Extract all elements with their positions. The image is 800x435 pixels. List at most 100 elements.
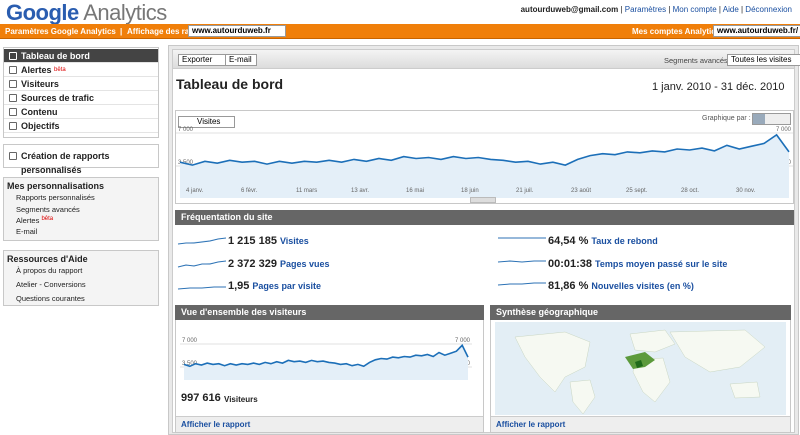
collapse-handle[interactable]	[470, 197, 496, 203]
nav-label: Contenu	[21, 107, 58, 117]
nav-item[interactable]: Alertes bêta	[4, 63, 158, 77]
stat[interactable]: 1,95 Pages par visite	[228, 280, 321, 292]
x-tick-label: 30 nov.	[736, 188, 756, 194]
link-text: Afficher le rapport	[496, 420, 566, 429]
nav-label: Sources de trafic	[21, 93, 95, 103]
sparkline	[497, 260, 546, 263]
menu-link[interactable]: À propos du rapport	[16, 266, 83, 275]
menu-link[interactable]: Alertes bêta	[16, 216, 53, 225]
menu-label: Alertes	[16, 216, 40, 225]
link[interactable]: Paramètres	[624, 5, 667, 14]
x-tick-label: 6 févr.	[241, 188, 258, 194]
segments-select[interactable]: Toutes les visites	[727, 54, 800, 66]
nav-item[interactable]: Objectifs	[4, 119, 158, 133]
menu-link[interactable]: Atelier - Conversions	[16, 280, 86, 289]
line-area	[180, 134, 789, 198]
y-tick-label: 3 500	[182, 361, 198, 367]
stat-label: Taux de rebond	[591, 236, 658, 246]
world-map[interactable]	[495, 322, 786, 415]
sparklines	[177, 237, 546, 290]
graph-by-label: Graphique par :	[702, 115, 751, 122]
y-tick-label: 7 000	[776, 127, 792, 133]
beta-tag: bêta	[41, 216, 54, 222]
stat-label: Visites	[279, 236, 309, 246]
section-header: Fréquentation du site	[175, 210, 794, 225]
logo-brand: Google	[6, 0, 79, 25]
stat[interactable]: 1 215 185 Visites	[228, 235, 309, 247]
stat-label: Pages vues	[279, 259, 330, 269]
page-title: Tableau de bord	[176, 76, 284, 92]
x-tick-label: 4 janv.	[186, 188, 204, 194]
logo[interactable]: Google Analytics	[6, 0, 167, 26]
accounts-label: Mes comptes Analytics :	[632, 27, 726, 36]
metric-select[interactable]: Visites	[178, 116, 236, 128]
sparkline	[177, 260, 227, 268]
my-custom-box: Mes personnalisations Rapports personnal…	[3, 177, 159, 241]
settings-link[interactable]: Paramètres Google Analytics	[5, 27, 116, 36]
nav-item[interactable]: Tableau de bord	[4, 49, 158, 63]
nav-item[interactable]: Contenu	[4, 105, 158, 119]
sparkline	[177, 237, 227, 245]
visitors-label: Visiteurs	[224, 395, 258, 404]
custom-reports-box: Création de rapports personnalisés	[3, 144, 159, 175]
nav-item[interactable]: Visiteurs	[4, 77, 158, 91]
stat-value: 00:01:38	[548, 258, 593, 270]
email-button[interactable]: E-mail	[225, 54, 257, 66]
x-tick-label: 18 juin	[461, 188, 479, 194]
link[interactable]: Aide	[722, 5, 739, 14]
nav-item[interactable]: Sources de trafic	[4, 91, 158, 105]
logo-product: Analytics	[83, 0, 167, 25]
nav-label: Tableau de bord	[21, 51, 90, 61]
nav-menu: Tableau de bord Alertes bêta Visiteurs S…	[3, 47, 159, 138]
x-tick-label: 28 oct.	[681, 188, 699, 194]
menu-link[interactable]: Segments avancés	[16, 205, 80, 214]
stat-value: 64,54 %	[548, 235, 589, 247]
user-links: autourduweb@gmail.com | Paramètres | Mon…	[520, 5, 792, 14]
nav-item[interactable]: Création de rapports personnalisés	[4, 149, 158, 175]
x-tick-label: 23 août	[571, 188, 591, 194]
link-text: Afficher le rapport	[181, 420, 251, 429]
nav-label: Création de rapports personnalisés	[21, 151, 110, 175]
stat[interactable]: 2 372 329 Pages vues	[228, 258, 329, 270]
section-title: Ressources d'Aide	[7, 254, 88, 264]
sparkline	[177, 286, 226, 290]
menu-link[interactable]: Questions courantes	[16, 294, 85, 303]
date-range[interactable]: 1 janv. 2010 - 31 déc. 2010	[652, 81, 785, 93]
stat[interactable]: 81,86 % Nouvelles visites (en %)	[548, 280, 694, 292]
line	[183, 343, 469, 368]
x-tick-label: 25 sept.	[626, 188, 648, 194]
menu-link[interactable]: E-mail	[16, 227, 38, 236]
highlight-country	[635, 360, 643, 368]
report-link[interactable]: Afficher le rapport	[491, 416, 790, 432]
link[interactable]: Mon compte	[672, 5, 717, 14]
orange-toolbar: Paramètres Google Analytics | Affichage …	[0, 24, 800, 39]
report-view-label: Affichage des rapports :	[127, 27, 220, 36]
menu-link[interactable]: Rapports personnalisés	[16, 193, 95, 202]
accounts-select[interactable]: www.autourduweb.fr/	[713, 25, 800, 37]
nav-label: Visiteurs	[21, 79, 59, 89]
link[interactable]: Déconnexion	[745, 5, 792, 14]
stat[interactable]: 64,54 % Taux de rebond	[548, 235, 658, 247]
line	[179, 133, 790, 166]
report-link[interactable]: Afficher le rapport	[176, 416, 483, 432]
y-tick-label: 7 000	[455, 338, 471, 344]
help-box: Ressources d'Aide À propos du rapport At…	[3, 250, 159, 306]
stat-label: Temps moyen passé sur le site	[595, 259, 728, 269]
user-email: autourduweb@gmail.com	[520, 5, 619, 14]
stat-value: 1 215 185	[228, 235, 277, 247]
x-tick-label: 21 juil.	[516, 188, 534, 194]
visitors-value: 997 616	[181, 392, 221, 404]
panel-header: Synthèse géographique	[490, 305, 791, 320]
segments-label: Segments avancés :	[664, 56, 732, 65]
graph-by-buttons[interactable]	[752, 113, 791, 125]
stat-value: 2 372 329	[228, 258, 277, 270]
panel-header: Vue d'ensemble des visiteurs	[175, 305, 484, 320]
beta-tag: bêta	[54, 67, 66, 73]
stat[interactable]: 00:01:38 Temps moyen passé sur le site	[548, 258, 727, 270]
nav-label: Objectifs	[21, 121, 60, 131]
x-tick-label: 13 avr.	[351, 188, 369, 194]
report-view-select[interactable]: www.autourduweb.fr	[188, 25, 286, 37]
y-tick-label: 7 000	[178, 127, 194, 133]
